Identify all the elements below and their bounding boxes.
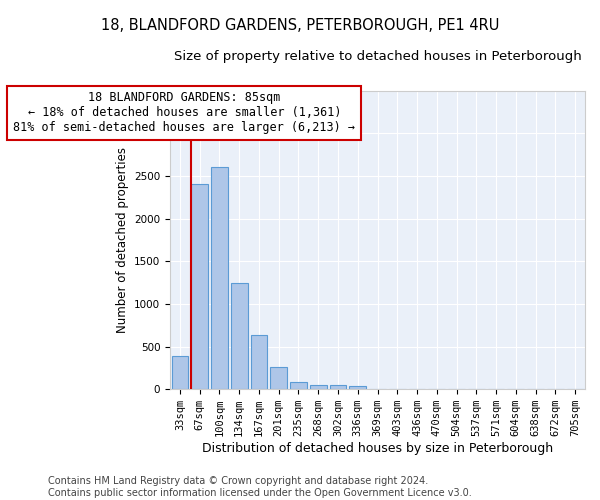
Bar [349,386,366,389]
Bar [191,184,208,389]
Bar [290,382,307,389]
Bar [310,384,326,389]
Text: 18, BLANDFORD GARDENS, PETERBOROUGH, PE1 4RU: 18, BLANDFORD GARDENS, PETERBOROUGH, PE1… [101,18,499,32]
Title: Size of property relative to detached houses in Peterborough: Size of property relative to detached ho… [173,50,581,63]
Text: 18 BLANDFORD GARDENS: 85sqm
← 18% of detached houses are smaller (1,361)
81% of : 18 BLANDFORD GARDENS: 85sqm ← 18% of det… [13,92,355,134]
Y-axis label: Number of detached properties: Number of detached properties [116,147,128,333]
Bar [251,336,268,389]
Text: Contains HM Land Registry data © Crown copyright and database right 2024.
Contai: Contains HM Land Registry data © Crown c… [48,476,472,498]
X-axis label: Distribution of detached houses by size in Peterborough: Distribution of detached houses by size … [202,442,553,455]
Bar [172,356,188,389]
Bar [211,168,228,389]
Bar [231,284,248,389]
Bar [271,368,287,389]
Bar [329,384,346,389]
